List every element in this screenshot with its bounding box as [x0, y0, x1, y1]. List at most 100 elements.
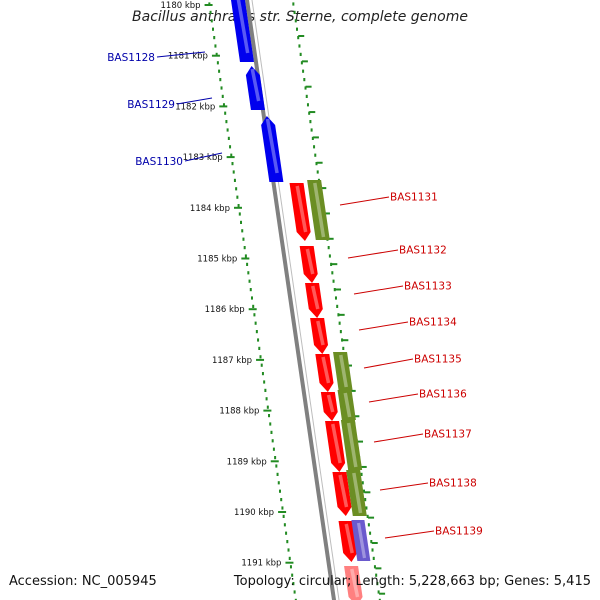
forward-gene-arrow — [338, 521, 358, 562]
ruler-dot — [362, 489, 365, 493]
ruler-dot — [237, 204, 240, 208]
ruler-dot — [337, 313, 340, 317]
gene-leader-line — [379, 482, 429, 491]
ruler-dot — [243, 246, 246, 250]
forward-gene-arrow — [320, 392, 338, 421]
feature-track — [230, 0, 371, 600]
ruler-track-inner — [292, 2, 386, 600]
ruler-dot — [226, 128, 229, 132]
forward-gene-arrow — [310, 318, 329, 354]
feature-box — [340, 420, 363, 470]
ruler-dot — [233, 178, 236, 182]
feature-box — [337, 390, 356, 420]
ruler-dot — [303, 78, 306, 82]
map-title: Bacillus anthracis str. Sterne, complete… — [132, 9, 468, 25]
ruler-dot — [365, 506, 368, 510]
ruler-dot — [287, 548, 290, 552]
ruler-dot — [231, 162, 234, 166]
ruler-dot — [266, 405, 269, 409]
forward-gene-arrow — [344, 566, 363, 600]
feature-box — [346, 470, 367, 516]
ruler-dot — [215, 52, 218, 56]
ruler-dot — [314, 153, 317, 157]
ruler-dot — [254, 321, 257, 325]
backbone-highlight — [251, 0, 340, 600]
ruler-dot — [361, 481, 364, 485]
ruler-dot — [280, 498, 283, 502]
gene-leader-line — [363, 358, 414, 369]
ruler-dot — [278, 489, 281, 493]
ruler-dot — [252, 304, 255, 308]
forward-gene-arrow — [332, 472, 352, 516]
ruler-dot — [225, 120, 228, 124]
ruler-dot — [242, 237, 245, 241]
gene-label-forward[interactable]: BAS1135 — [414, 354, 462, 366]
forward-gene-arrow — [315, 354, 334, 392]
ruler-dot — [338, 321, 341, 325]
ruler-dot — [271, 439, 274, 443]
ruler-dot — [274, 456, 277, 460]
gene-label-reverse[interactable]: BAS1130 — [135, 156, 183, 168]
ruler-dot — [292, 2, 295, 6]
ruler-dot — [308, 111, 311, 115]
ruler-dot — [311, 136, 314, 140]
gene-label-forward[interactable]: BAS1138 — [429, 478, 477, 490]
gene-label-forward[interactable]: BAS1132 — [399, 245, 447, 257]
ruler-dot — [291, 573, 294, 577]
ruler-dot — [371, 548, 374, 552]
ruler-dot — [257, 338, 260, 342]
ruler-dot — [260, 363, 263, 367]
gene-leader-line — [156, 51, 206, 58]
gene-label-reverse[interactable]: BAS1129 — [127, 99, 175, 111]
ruler-dot — [224, 111, 227, 115]
ruler-dot — [331, 271, 334, 275]
ruler-dot — [249, 288, 252, 292]
kbp-tick-label: 1187 kbp — [212, 356, 252, 366]
gene-label-forward[interactable]: BAS1139 — [435, 526, 483, 538]
ruler-dot — [300, 61, 303, 65]
ruler-track-outer: 1180 kbp 1181 kbp 1182 kbp 1183 kbp 1184 kbp… — [161, 1, 297, 600]
ruler-dot — [235, 187, 238, 191]
kbp-tick-label: 1181 kbp — [168, 52, 208, 62]
gene-label-forward[interactable]: BAS1136 — [419, 389, 467, 401]
ruler-dot — [246, 262, 249, 266]
gene-leader-line — [373, 433, 424, 443]
ruler-dot — [212, 27, 215, 31]
gene-label-reverse[interactable]: BAS1128 — [107, 52, 155, 64]
ruler-dot — [297, 36, 300, 40]
feature-box — [333, 352, 353, 390]
ruler-dot — [259, 355, 262, 359]
genome-summary-text: Topology: circular; Length: 5,228,663 bp… — [233, 574, 591, 589]
gene-label-forward[interactable]: BAS1137 — [424, 429, 472, 441]
kbp-tick-label: 1184 kbp — [190, 204, 230, 214]
ruler-dot — [244, 254, 247, 258]
kbp-tick-label: 1183 kbp — [183, 153, 223, 163]
ruler-dot — [220, 86, 223, 90]
ruler-dot — [292, 582, 295, 586]
ruler-dot — [372, 556, 375, 560]
ruler-dot — [277, 481, 280, 485]
ruler-dot — [367, 523, 370, 527]
ruler-dot — [342, 346, 345, 350]
ruler-dot — [377, 590, 380, 594]
ruler-dot — [304, 86, 307, 90]
kbp-tick-label: 1190 kbp — [234, 508, 274, 518]
ruler-dot — [238, 212, 241, 216]
ruler-dot — [250, 296, 253, 300]
ruler-dot — [309, 120, 312, 124]
ruler-dot — [241, 229, 244, 233]
ruler-dot — [248, 279, 251, 283]
gene-leader-line — [358, 321, 409, 331]
ruler-dot — [330, 262, 333, 266]
forward-gene-arrow — [305, 283, 323, 318]
forward-gene-arrow — [299, 246, 318, 283]
ruler-dot — [221, 94, 224, 98]
ruler-dot — [315, 162, 318, 166]
reverse-gene-arrow — [261, 116, 284, 182]
gene-label-forward[interactable]: BAS1133 — [404, 281, 452, 293]
feature-box — [351, 520, 371, 561]
kbp-tick-label: 1185 kbp — [197, 255, 237, 265]
gene-label-forward[interactable]: BAS1131 — [390, 192, 438, 204]
ruler-dot — [339, 330, 342, 334]
gene-label-forward[interactable]: BAS1134 — [409, 317, 457, 329]
